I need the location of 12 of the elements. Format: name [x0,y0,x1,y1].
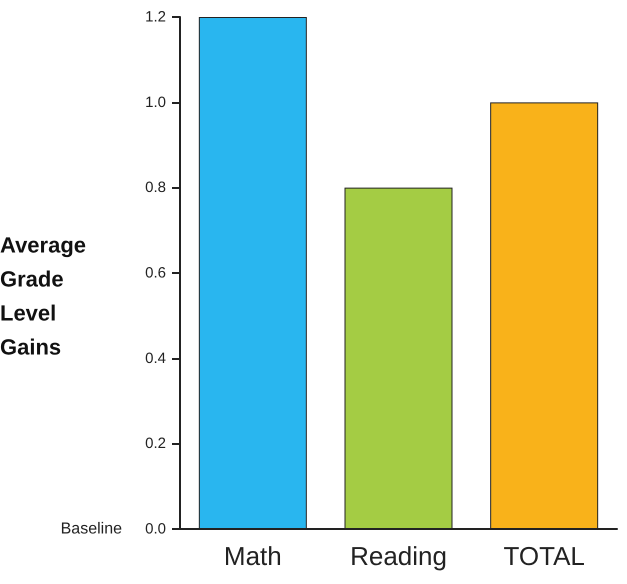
y-tick-label: 1.0 [145,94,166,111]
x-tick-label: Math [224,541,282,571]
y-tick-label: 0.0 [145,520,166,538]
y-tick-label: 0.6 [145,264,166,282]
x-tick-label: TOTAL [503,541,585,571]
y-tick-label: 1.2 [145,8,166,26]
y-axis-title: Average Grade Level Gains [0,232,92,360]
y-tick-label: 0.4 [145,350,166,367]
x-tick-label: Reading [350,541,447,571]
text: Baseline [60,520,122,538]
y-tick-label: 0.8 [145,179,166,196]
y-tick-label: 0.2 [145,435,166,452]
